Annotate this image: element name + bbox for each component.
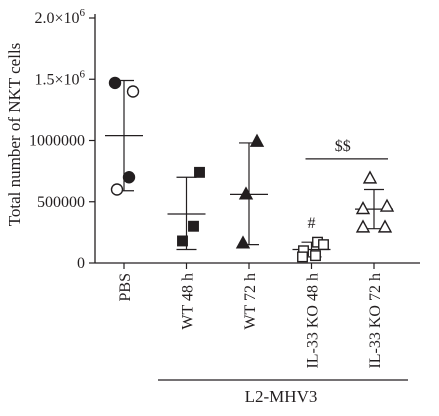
group-2 [230,133,268,249]
y-tick-label: 1000000 [29,133,85,150]
group-label: L2-MHV3 [245,387,318,406]
x-tick-label: WT 72 h [242,273,259,330]
group-0 [105,76,143,196]
annotations: # $$ [305,138,388,232]
y-axis-label: Total number of NKT cells [5,43,24,227]
data-point-circle [110,183,124,196]
group-3 [292,236,331,263]
x-tick-label: IL-33 KO 72 h [367,273,384,369]
data-point-triangle [377,219,393,233]
data-point-triangle [249,133,265,147]
data-point-triangle [379,198,395,212]
data-point-triangle [362,170,378,184]
data-point-triangle [235,235,251,249]
x-tick-label: WT 48 h [180,273,197,330]
data-point-triangle [238,186,254,200]
data-point-triangle [355,219,371,233]
group-4 [355,170,395,233]
data-point-circle [108,76,122,90]
y-tick-label: 1.5×106 [34,68,85,88]
data-point-triangle [355,201,371,215]
data-point-square [310,250,321,262]
y-ticks: 0 500000 1000000 1.5×106 2.0×106 [29,7,95,272]
data-groups [105,76,395,263]
x-tick-label: PBS [117,273,134,301]
group-1 [167,166,206,251]
y-tick-label: 2.0×106 [34,7,85,27]
data-point-circle [126,85,140,98]
significance-dollars: $$ [335,138,351,155]
data-point-circle [122,171,136,184]
axes [94,14,420,264]
y-tick-label: 0 [77,255,85,272]
significance-hash: # [308,215,316,232]
data-point-square [188,220,199,232]
data-point-square [318,239,329,251]
x-ticks: PBS WT 48 h WT 72 h IL-33 KO 48 h IL-33 KO 7… [117,263,384,369]
data-point-square [194,166,205,178]
data-point-square [297,251,308,263]
y-tick-label: 500000 [37,194,85,211]
x-tick-label: IL-33 KO 48 h [305,273,322,369]
data-point-square [177,235,188,247]
